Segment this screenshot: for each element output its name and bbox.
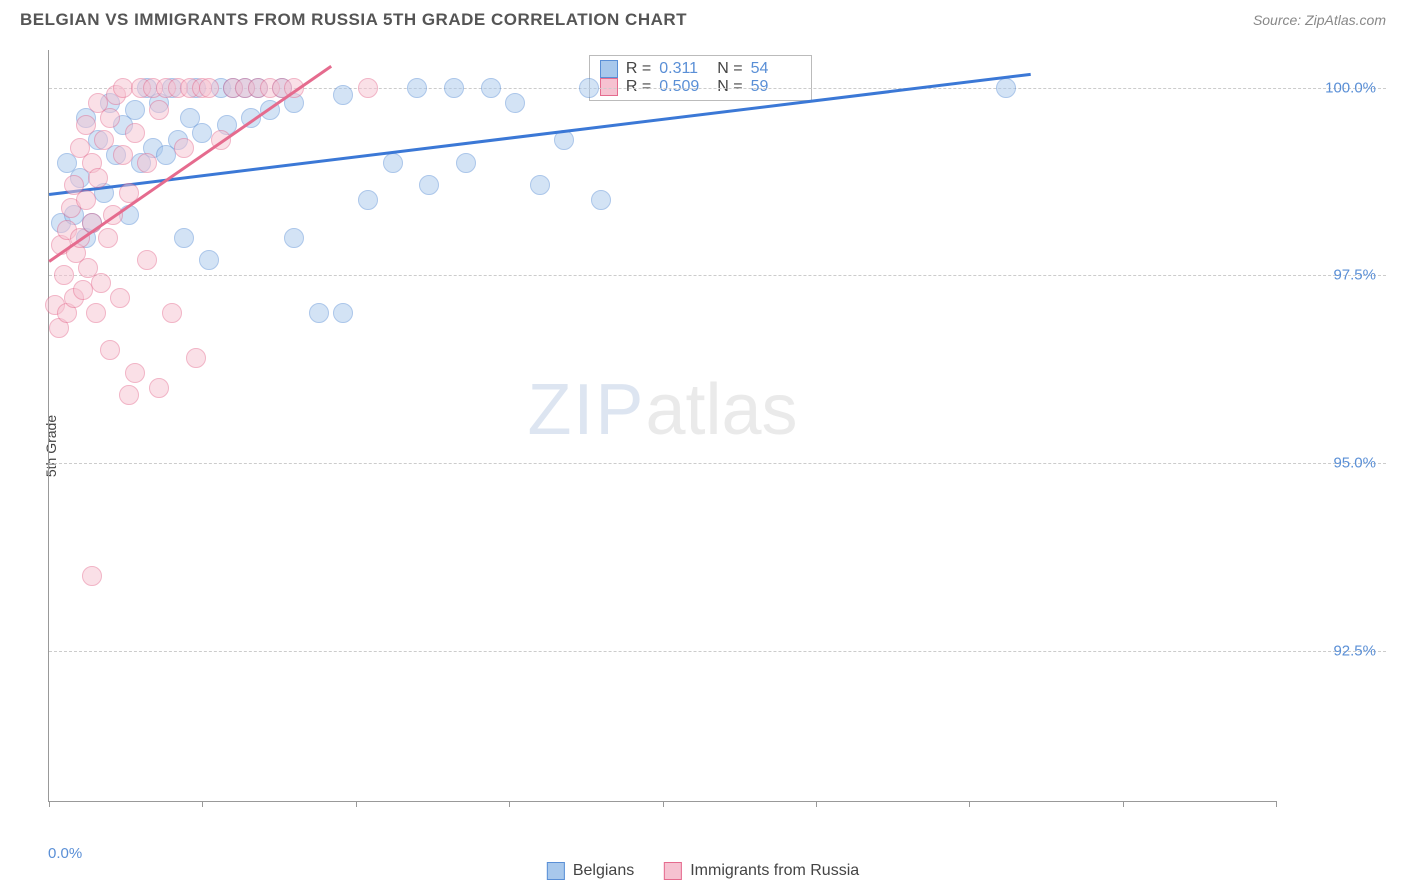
data-point	[174, 138, 194, 158]
n-value-belgians: 54	[751, 60, 801, 78]
x-tick	[816, 801, 817, 807]
series-legend: Belgians Immigrants from Russia	[547, 862, 859, 880]
legend-swatch-belgians	[600, 60, 618, 78]
x-tick	[509, 801, 510, 807]
x-tick	[356, 801, 357, 807]
data-point	[481, 78, 501, 98]
data-point	[505, 93, 525, 113]
x-tick	[49, 801, 50, 807]
chart-container: ZIPatlas R = 0.311 N = 54 R = 0.509 N = …	[48, 50, 1386, 832]
data-point	[88, 168, 108, 188]
data-point	[358, 190, 378, 210]
legend-item-belgians: Belgians	[547, 862, 634, 880]
y-tick-label: 95.0%	[1333, 455, 1376, 472]
data-point	[199, 250, 219, 270]
data-point	[76, 115, 96, 135]
data-point	[309, 303, 329, 323]
chart-header: BELGIAN VS IMMIGRANTS FROM RUSSIA 5TH GR…	[0, 0, 1406, 38]
data-point	[358, 78, 378, 98]
data-point	[530, 175, 550, 195]
data-point	[119, 385, 139, 405]
data-point	[333, 85, 353, 105]
data-point	[407, 78, 427, 98]
data-point	[333, 303, 353, 323]
data-point	[113, 78, 133, 98]
data-point	[591, 190, 611, 210]
x-tick	[969, 801, 970, 807]
chart-source: Source: ZipAtlas.com	[1253, 12, 1386, 28]
y-tick-label: 100.0%	[1325, 79, 1376, 96]
data-point	[100, 340, 120, 360]
data-point	[82, 566, 102, 586]
x-axis-label-min: 0.0%	[48, 845, 82, 862]
data-point	[579, 78, 599, 98]
data-point	[125, 363, 145, 383]
data-point	[186, 348, 206, 368]
data-point	[444, 78, 464, 98]
data-point	[192, 123, 212, 143]
data-point	[76, 190, 96, 210]
data-point	[137, 153, 157, 173]
data-point	[199, 78, 219, 98]
data-point	[54, 265, 74, 285]
data-point	[91, 273, 111, 293]
legend-item-russia: Immigrants from Russia	[664, 862, 859, 880]
stats-row-belgians: R = 0.311 N = 54	[600, 60, 801, 78]
data-point	[996, 78, 1016, 98]
legend-swatch-icon	[664, 862, 682, 880]
data-point	[113, 145, 133, 165]
stats-legend: R = 0.311 N = 54 R = 0.509 N = 59	[589, 55, 812, 101]
data-point	[98, 228, 118, 248]
x-tick	[663, 801, 664, 807]
legend-swatch-icon	[547, 862, 565, 880]
data-point	[174, 228, 194, 248]
data-point	[149, 378, 169, 398]
x-tick	[1123, 801, 1124, 807]
y-tick-label: 97.5%	[1333, 267, 1376, 284]
y-tick-label: 92.5%	[1333, 642, 1376, 659]
plot-area: ZIPatlas R = 0.311 N = 54 R = 0.509 N = …	[48, 50, 1276, 802]
chart-title: BELGIAN VS IMMIGRANTS FROM RUSSIA 5TH GR…	[20, 10, 687, 30]
legend-label-belgians: Belgians	[573, 862, 634, 880]
data-point	[149, 100, 169, 120]
watermark: ZIPatlas	[527, 369, 797, 451]
data-point	[419, 175, 439, 195]
legend-label-russia: Immigrants from Russia	[690, 862, 859, 880]
data-point	[94, 130, 114, 150]
data-point	[110, 288, 130, 308]
x-tick	[202, 801, 203, 807]
data-point	[456, 153, 476, 173]
data-point	[125, 100, 145, 120]
gridline	[49, 463, 1386, 464]
gridline	[49, 651, 1386, 652]
gridline	[49, 275, 1386, 276]
data-point	[86, 303, 106, 323]
data-point	[383, 153, 403, 173]
r-value-belgians: 0.311	[659, 60, 709, 78]
data-point	[137, 250, 157, 270]
data-point	[162, 303, 182, 323]
data-point	[100, 108, 120, 128]
data-point	[284, 228, 304, 248]
x-tick	[1276, 801, 1277, 807]
data-point	[125, 123, 145, 143]
